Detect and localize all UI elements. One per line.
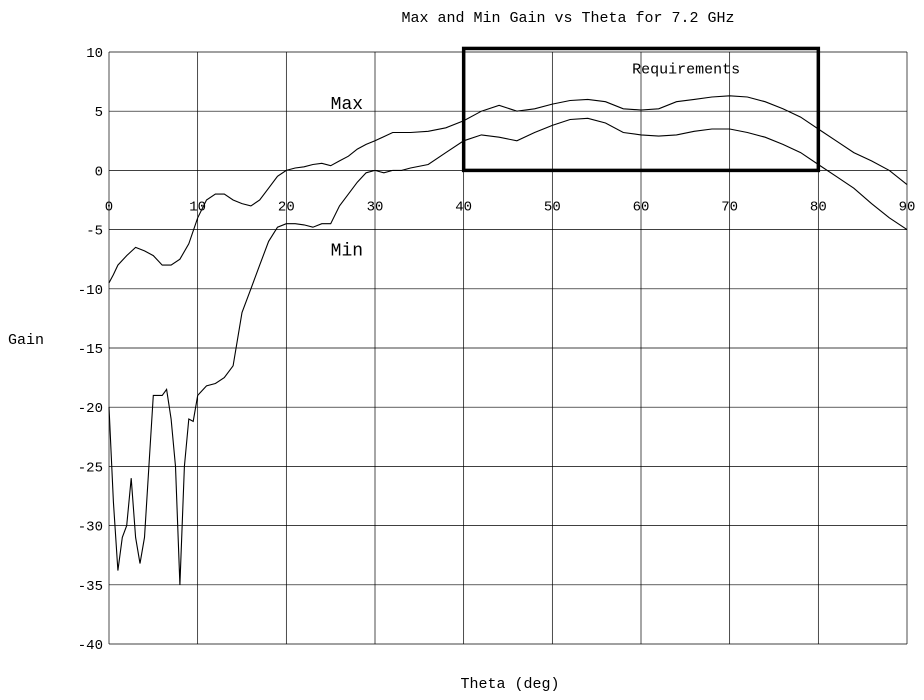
- y-tick-label: -20: [78, 401, 103, 417]
- annotation-min: Min: [331, 242, 363, 262]
- x-tick-label: 40: [455, 199, 472, 215]
- y-tick-label: -35: [78, 579, 103, 595]
- y-axis-label: Gain: [8, 332, 44, 349]
- y-tick-label: -15: [78, 342, 103, 358]
- requirements-box-group: Requirements: [461, 46, 821, 173]
- y-tick-label: -10: [78, 283, 103, 299]
- series-line-min: [108, 117, 908, 585]
- x-axis-label: Theta (deg): [460, 676, 559, 693]
- series-lines: [108, 95, 908, 585]
- series-line-max: [108, 95, 908, 284]
- y-tick-label: -25: [78, 460, 103, 476]
- x-tick-label: 30: [367, 199, 384, 215]
- x-tick-label: 0: [105, 199, 113, 215]
- x-tick-label: 80: [810, 199, 827, 215]
- annotations: Max Min: [331, 95, 363, 262]
- x-tick-label: 70: [721, 199, 738, 215]
- y-tick-label: -40: [78, 638, 103, 654]
- x-tick-label: 10: [189, 199, 206, 215]
- requirements-label: Requirements: [632, 61, 740, 78]
- y-tick-label: -5: [86, 224, 103, 240]
- y-tick-label: 0: [95, 164, 103, 180]
- x-tick-label: 90: [899, 199, 916, 215]
- x-tick-label: 50: [544, 199, 561, 215]
- x-tick-label: 60: [633, 199, 650, 215]
- y-tick-label: 5: [95, 105, 103, 121]
- y-tick-label: 10: [86, 46, 103, 62]
- chart-title: Max and Min Gain vs Theta for 7.2 GHz: [401, 10, 734, 27]
- y-tick-label: -30: [78, 520, 103, 536]
- annotation-max: Max: [331, 95, 363, 115]
- requirements-box: [461, 46, 821, 173]
- x-tick-label: 20: [278, 199, 295, 215]
- gridlines: [108, 51, 908, 645]
